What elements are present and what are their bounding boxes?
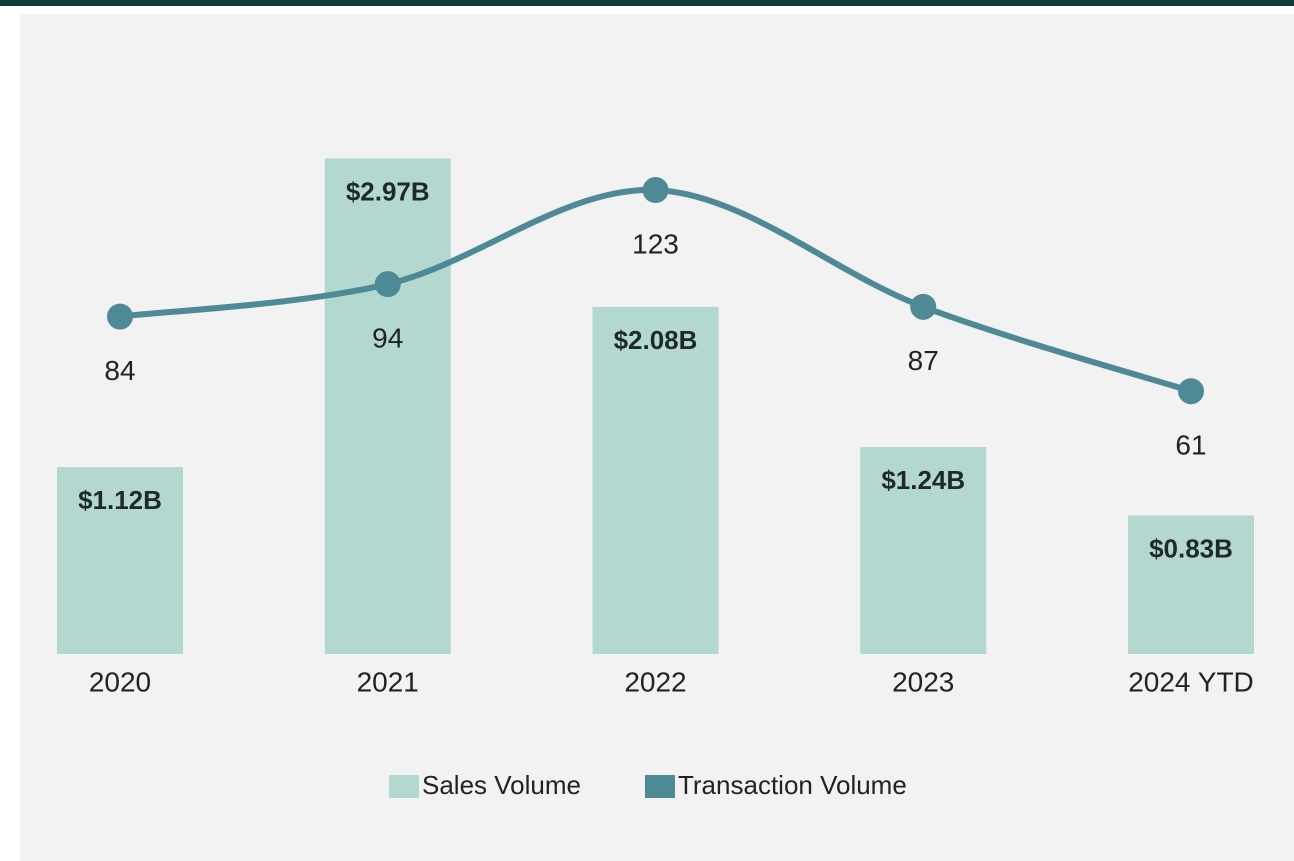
line-value-label: 61: [1175, 430, 1206, 461]
bar: [324, 158, 451, 655]
line-point: [642, 177, 669, 204]
line-value-label: 94: [372, 323, 403, 354]
legend: Sales Volume Transaction Volume: [389, 770, 907, 800]
x-tick-label: 2024 YTD: [1128, 666, 1254, 697]
bar: [1128, 515, 1254, 654]
line-point: [374, 271, 401, 298]
line-point: [1178, 378, 1204, 405]
line-value-label: 87: [908, 345, 939, 376]
x-tick-label: 2023: [892, 666, 954, 697]
legend-label: Transaction Volume: [678, 770, 907, 800]
line-value-label: 84: [104, 355, 135, 386]
bar: [860, 447, 987, 654]
bar-value-label: $0.83B: [1149, 533, 1233, 563]
legend-swatch: [389, 775, 419, 798]
x-tick-label: 2021: [357, 666, 419, 697]
legend-label: Sales Volume: [422, 770, 581, 800]
bar-value-label: $2.08B: [614, 325, 698, 355]
bar-value-label: $1.12B: [78, 485, 162, 515]
top-border: [0, 0, 1294, 6]
bar: [57, 467, 183, 654]
bar-value-label: $1.24B: [881, 465, 965, 495]
line-point: [107, 303, 133, 330]
bar: [592, 306, 719, 654]
x-tick-label: 2020: [89, 666, 151, 697]
line-value-label: 123: [632, 228, 679, 259]
line-point: [910, 293, 937, 320]
bar-value-label: $2.97B: [346, 176, 430, 206]
x-tick-label: 2022: [624, 666, 686, 697]
legend-swatch: [644, 775, 675, 798]
plot: 2020 2021 2022 2023 2024 YTD $1.12B $2.97B $2.0…: [57, 158, 1254, 697]
